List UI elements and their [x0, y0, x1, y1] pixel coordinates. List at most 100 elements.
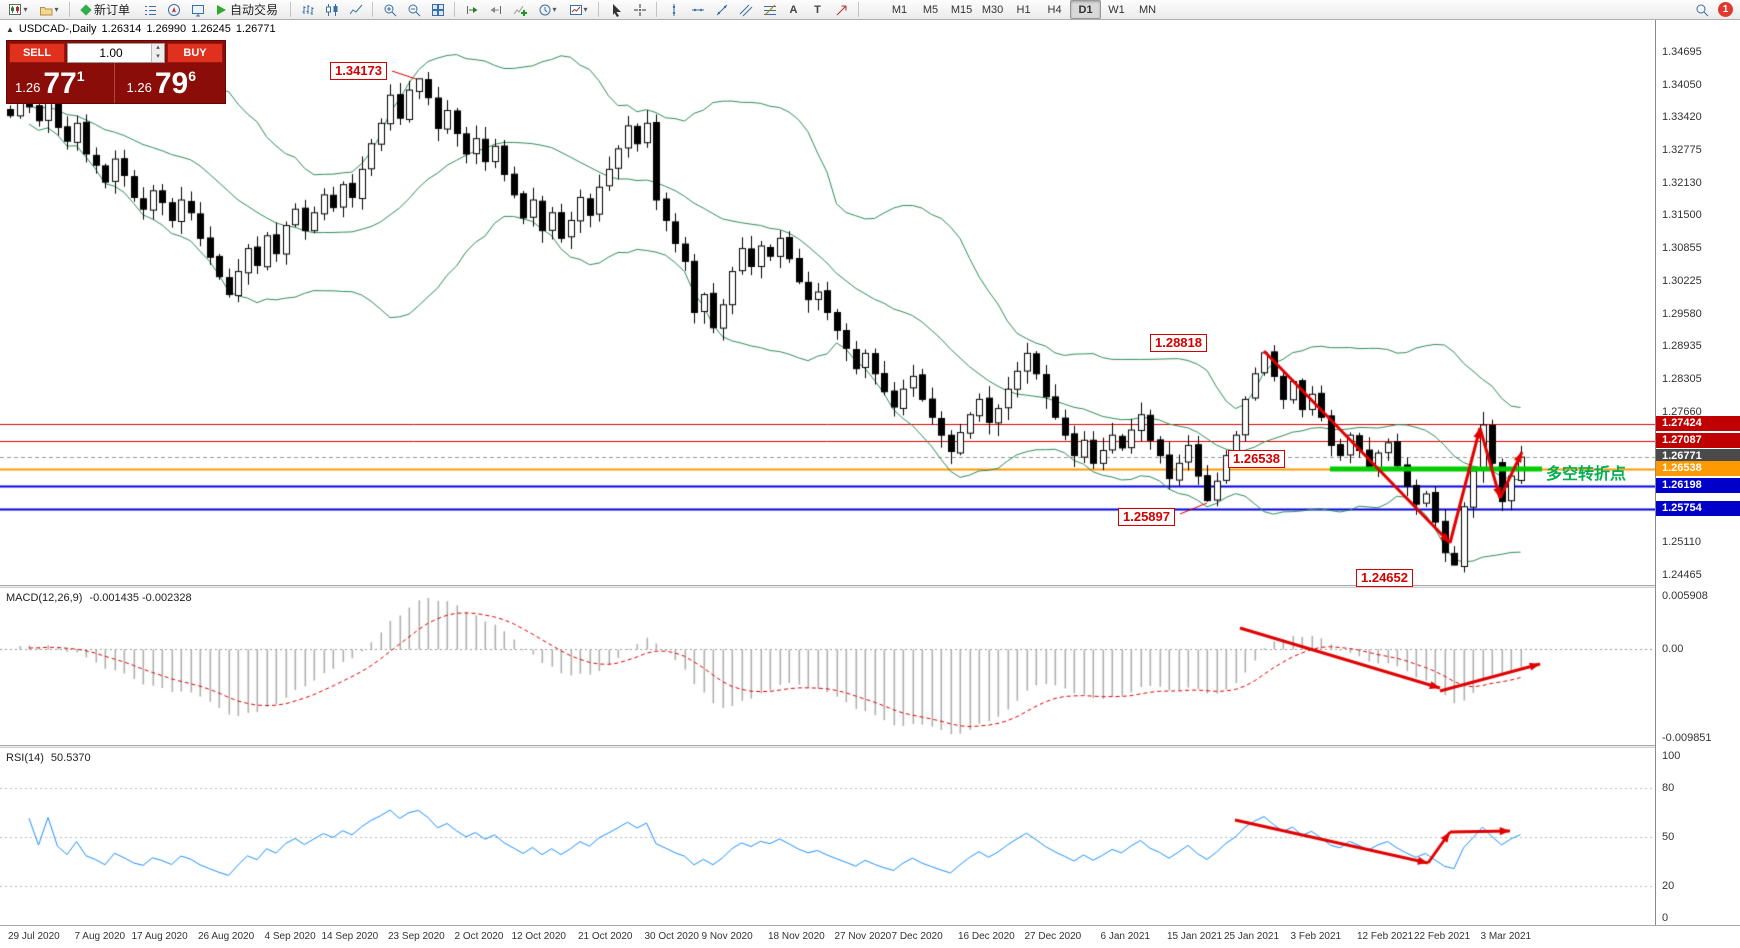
buy-price[interactable]: 1.26 79 6 — [113, 63, 226, 103]
candlestick-chart-icon[interactable] — [320, 0, 343, 20]
channel-icon[interactable] — [734, 0, 757, 20]
timeframe-D1[interactable]: D1 — [1070, 0, 1102, 19]
turning-point-label[interactable]: 多空转折点 — [1546, 466, 1627, 483]
sell-price[interactable]: 1.26 77 1 — [7, 63, 114, 103]
timeframe-group: M1 M5 M15 M30 H1 H4 D1 W1 MN — [884, 0, 1163, 19]
date-label: 27 Nov 2020 — [834, 931, 892, 942]
price-annotation-box[interactable]: 1.25897 — [1118, 508, 1175, 526]
chart-shift-icon[interactable] — [484, 0, 507, 20]
zoom-in-icon[interactable] — [378, 0, 401, 20]
price-annotation-box[interactable]: 1.28818 — [1150, 334, 1207, 352]
notification-badge[interactable]: 1 — [1718, 2, 1733, 17]
date-label: 2 Oct 2020 — [454, 931, 504, 942]
rsi-indicator-label: RSI(14) 50.5370 — [6, 752, 91, 764]
chevron-down-icon: ▾ — [583, 5, 588, 14]
timeframe-H4[interactable]: H4 — [1047, 3, 1062, 16]
timeframe-H1[interactable]: H1 — [1016, 3, 1031, 16]
macd-indicator-label: MACD(12,26,9) -0.001435 -0.002328 — [6, 592, 192, 604]
price-tick: 1.34695 — [1662, 46, 1702, 58]
macd-canvas[interactable] — [0, 588, 1655, 745]
buy-price-sup: 6 — [188, 68, 196, 84]
ohlc-low: 1.26245 — [191, 23, 231, 35]
rsi-canvas[interactable] — [0, 748, 1655, 925]
market-watch-icon[interactable] — [138, 0, 161, 20]
zoom-out-icon[interactable] — [402, 0, 425, 20]
cursor-icon[interactable] — [604, 0, 627, 20]
timeframe-MN[interactable]: MN — [1138, 3, 1157, 16]
new-chart-icon — [9, 3, 22, 15]
search-icon[interactable] — [1690, 0, 1713, 20]
date-label: 18 Nov 2020 — [768, 931, 825, 942]
toolbar-separator — [858, 2, 860, 17]
volume-down-arrow[interactable]: ▾ — [152, 53, 164, 62]
timeframe-M15[interactable]: M15 — [950, 3, 973, 16]
profiles-button[interactable]: ▾ — [34, 0, 64, 20]
main-chart-canvas[interactable] — [0, 20, 1655, 585]
crosshair-icon[interactable] — [628, 0, 651, 20]
date-label: 3 Feb 2021 — [1290, 931, 1342, 942]
chevron-down-icon: ▾ — [54, 5, 59, 14]
arrows-tool-icon[interactable] — [830, 0, 853, 20]
tile-windows-icon[interactable] — [426, 0, 449, 20]
chart-area: 29 Jul 2020 7 Aug 2020 17 Aug 2020 26 Aug 2… — [0, 20, 1740, 948]
price-tick: 1.30225 — [1662, 274, 1702, 287]
toolbar-separator — [69, 2, 70, 17]
one-click-collapse-arrow[interactable]: ▲ — [6, 24, 14, 34]
vertical-line-icon[interactable] — [662, 0, 685, 20]
rsi-tick: 100 — [1662, 750, 1681, 762]
buy-price-big: 79 — [154, 67, 189, 100]
text-icon[interactable]: A — [789, 3, 798, 16]
ohlc-open: 1.26314 — [101, 23, 142, 35]
price-tick: 1.30855 — [1662, 242, 1702, 255]
date-label: 26 Aug 2020 — [198, 931, 255, 942]
periods-icon[interactable]: ▾ — [532, 0, 562, 20]
price-annotation-box[interactable]: 1.34173 — [330, 62, 387, 80]
buy-button[interactable]: BUY — [167, 43, 223, 63]
timeframe-W1[interactable]: W1 — [1108, 3, 1125, 16]
date-axis[interactable]: 29 Jul 2020 7 Aug 2020 17 Aug 2020 26 Aug 2… — [0, 925, 1740, 948]
indicators-icon[interactable] — [508, 0, 531, 20]
date-label: 22 Feb 2021 — [1414, 931, 1471, 942]
text-label-icon[interactable]: T — [814, 3, 821, 16]
timeframe-M1[interactable]: M1 — [891, 3, 908, 16]
chart-symbol: USDCAD-,Daily — [18, 23, 97, 35]
date-label: 7 Aug 2020 — [74, 931, 126, 942]
panel-separator[interactable] — [0, 745, 1740, 748]
toolbar-separator — [372, 2, 374, 17]
new-order-label: 新订单 — [94, 3, 131, 17]
price-tick: 1.33420 — [1662, 111, 1702, 124]
new-order-icon — [80, 3, 92, 16]
new-chart-button[interactable]: ▾ — [3, 0, 33, 20]
volume-up-arrow[interactable]: ▴ — [152, 44, 164, 53]
ohlc-close: 1.26771 — [235, 23, 276, 35]
sell-button[interactable]: SELL — [9, 43, 65, 63]
price-tick: 1.28935 — [1662, 340, 1702, 353]
navigator-icon[interactable] — [162, 0, 185, 20]
trendline-icon[interactable] — [710, 0, 733, 20]
timeframe-M5[interactable]: M5 — [922, 3, 939, 16]
price-tick: 1.27660 — [1662, 405, 1702, 418]
horizontal-line-icon[interactable] — [686, 0, 709, 20]
chart-title: ▲ USDCAD-,Daily 1.26314 1.26990 1.26245 … — [6, 23, 276, 35]
price-axis[interactable]: 1.34695 1.34050 1.33420 1.32775 1.32130 1.315… — [1655, 20, 1740, 925]
date-label: 21 Oct 2020 — [578, 931, 633, 942]
terminal-icon[interactable] — [186, 0, 209, 20]
autotrading-play-icon — [217, 4, 227, 15]
date-label: 14 Sep 2020 — [321, 931, 379, 942]
price-tick: 1.24465 — [1662, 569, 1702, 581]
templates-icon[interactable]: ▾ — [563, 0, 593, 20]
line-chart-icon[interactable] — [344, 0, 367, 20]
panel-separator[interactable] — [0, 585, 1740, 588]
date-label: 12 Oct 2020 — [511, 931, 566, 942]
volume-input[interactable] — [68, 44, 164, 62]
autotrading-button[interactable]: 自动交易 — [210, 1, 285, 19]
timeframe-M30[interactable]: M30 — [981, 3, 1004, 16]
auto-scroll-icon[interactable] — [460, 0, 483, 20]
price-annotation-box[interactable]: 1.24652 — [1356, 569, 1413, 587]
price-annotation-box[interactable]: 1.26538 — [1228, 450, 1285, 468]
fibonacci-icon[interactable] — [758, 0, 781, 20]
bar-chart-icon[interactable] — [296, 0, 319, 20]
date-label: 17 Aug 2020 — [131, 931, 188, 942]
price-tick: 1.34050 — [1662, 78, 1702, 91]
new-order-button[interactable]: 新订单 — [75, 1, 137, 19]
